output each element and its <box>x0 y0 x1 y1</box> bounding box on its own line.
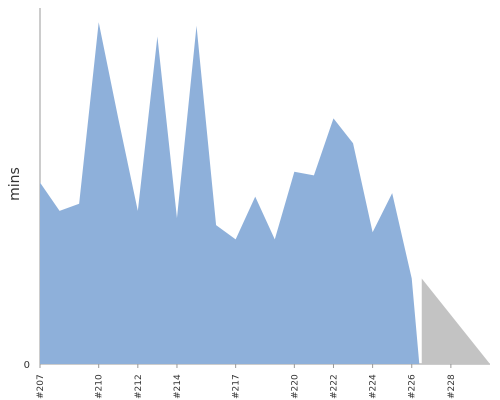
x-tick-label: #224 <box>369 374 379 399</box>
x-tick-label: #226 <box>408 374 418 399</box>
y-axis-label: mins <box>7 167 23 201</box>
x-tick-label: #222 <box>329 374 339 399</box>
x-tick-label: #207 <box>36 374 46 399</box>
x-tick-label: #212 <box>134 374 144 399</box>
tick-layer: 0 #207 #210 #212 #214 #217 #220 #222 #224 #226 #22… <box>24 360 457 399</box>
x-tick-label: #210 <box>95 374 105 399</box>
x-tick-label: #228 <box>447 374 457 399</box>
tail-area <box>421 278 490 364</box>
series-area <box>40 22 420 365</box>
x-tick-label: #220 <box>290 374 300 399</box>
x-tick-label: #214 <box>173 374 183 399</box>
y-tick-label: 0 <box>24 360 30 371</box>
x-tick-label: #217 <box>232 374 242 399</box>
area-layer <box>40 22 490 365</box>
